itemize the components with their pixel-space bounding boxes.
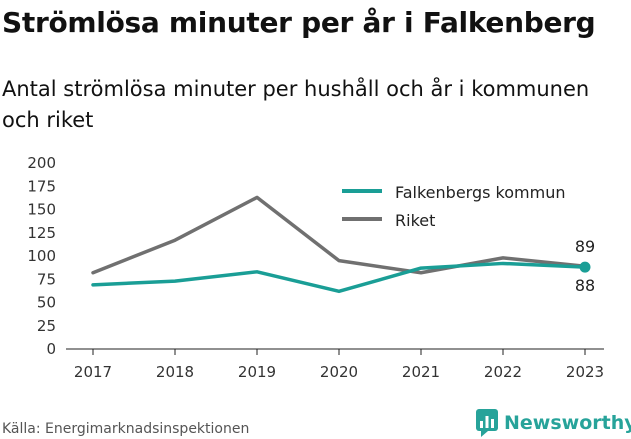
x-tick-label: 2022 [484,363,522,381]
end-marker-falkenberg [579,261,591,273]
y-tick-label: 175 [27,177,56,195]
legend: Falkenbergs kommun Riket [332,172,596,236]
newsworthy-logo-icon [476,409,498,437]
brand-name: Newsworthy [504,412,631,434]
x-tick-label: 2018 [156,363,194,381]
brand-logo[interactable]: Newsworthy [476,408,631,438]
end-label-riket: 89 [575,237,595,256]
x-tick-label: 2023 [566,363,604,381]
legend-label-falkenberg: Falkenbergs kommun [395,183,565,202]
source-note: Källa: Energimarknadsinspektionen [2,421,250,437]
y-tick-label: 0 [46,340,56,358]
y-tick-label: 200 [27,154,56,172]
chart-title: Strömlösa minuter per år i Falkenberg [2,6,596,39]
y-tick-label: 100 [27,247,56,265]
series-line-falkenberg [91,261,587,294]
y-tick-label: 25 [37,317,56,335]
y-tick-label: 50 [37,294,56,312]
x-axis: 2017 2018 2019 2020 2021 2022 2023 [66,348,604,381]
y-tick-label: 125 [27,224,56,242]
x-tick-label: 2020 [320,363,358,381]
x-tick-label: 2019 [238,363,276,381]
legend-label-riket: Riket [395,211,435,230]
y-tick-label: 75 [37,270,56,288]
y-tick-label: 150 [27,201,56,219]
end-label-falkenberg: 88 [575,276,595,295]
series-line-riket [91,195,587,275]
x-tick-label: 2021 [402,363,440,381]
legend-background [332,172,596,236]
chart-subtitle: Antal strömlösa minuter per hushåll och … [2,77,590,132]
y-axis: 0 25 50 75 100 125 150 175 200 [27,154,56,358]
series-layer: 88 89 [91,195,595,295]
x-tick-label: 2017 [74,363,112,381]
